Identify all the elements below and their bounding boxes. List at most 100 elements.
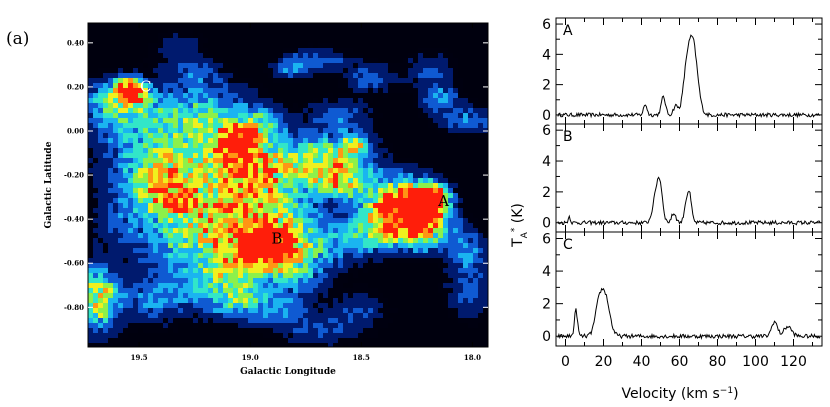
heatmap-cell xyxy=(268,273,273,278)
heatmap-cell xyxy=(88,293,93,298)
heatmap-cell xyxy=(298,273,303,278)
heatmap-cell xyxy=(168,78,173,83)
heatmap-cell xyxy=(233,213,238,218)
heatmap-cell xyxy=(173,83,178,88)
heatmap-cell xyxy=(153,73,158,78)
heatmap-cell xyxy=(343,233,348,238)
heatmap-cell xyxy=(378,293,383,298)
heatmap-cell xyxy=(193,163,198,168)
heatmap-cell xyxy=(333,238,338,243)
heatmap-cell xyxy=(123,278,128,283)
heatmap-cell xyxy=(143,203,148,208)
heatmap-cell xyxy=(418,183,423,188)
heatmap-cell xyxy=(303,338,308,343)
heatmap-cell xyxy=(263,263,268,268)
heatmap-cell xyxy=(383,213,388,218)
heatmap-cell xyxy=(253,243,258,248)
heatmap-cell xyxy=(363,313,368,318)
heatmap-cell xyxy=(198,168,203,173)
heatmap-cell xyxy=(283,198,288,203)
heatmap-cell xyxy=(393,208,398,213)
heatmap-cell xyxy=(103,123,108,128)
heatmap-cell xyxy=(158,283,163,288)
heatmap-cell xyxy=(253,113,258,118)
heatmap-cell xyxy=(288,188,293,193)
heatmap-cell xyxy=(103,73,108,78)
heatmap-cell xyxy=(308,73,313,78)
heatmap-cell xyxy=(403,218,408,223)
heatmap-cell xyxy=(183,58,188,63)
heatmap-cell xyxy=(193,278,198,283)
heatmap-cell xyxy=(128,83,133,88)
heatmap-cell xyxy=(338,318,343,323)
heatmap-cell xyxy=(323,118,328,123)
heatmap-cell xyxy=(238,223,243,228)
heatmap-cell xyxy=(328,238,333,243)
heatmap-cell xyxy=(328,208,333,213)
heatmap-cell xyxy=(153,163,158,168)
heatmap-cell xyxy=(138,313,143,318)
heatmap-cell xyxy=(133,323,138,328)
heatmap-cell xyxy=(363,188,368,193)
heatmap-cell xyxy=(198,93,203,98)
heatmap-cell xyxy=(158,288,163,293)
heatmap-cell xyxy=(343,333,348,338)
heatmap-cell xyxy=(413,218,418,223)
heatmap-cell xyxy=(183,93,188,98)
heatmap-cell xyxy=(223,63,228,68)
heatmap-cell xyxy=(198,78,203,83)
heatmap-cell xyxy=(363,193,368,198)
heatmap-cell xyxy=(283,303,288,308)
spectrum-x-tick-label: 60 xyxy=(671,354,689,370)
heatmap-cell xyxy=(228,183,233,188)
heatmap-cell xyxy=(103,268,108,273)
heatmap-cell xyxy=(293,113,298,118)
heatmap-cell xyxy=(153,203,158,208)
heatmap-cell xyxy=(413,163,418,168)
heatmap-cell xyxy=(218,138,223,143)
heatmap-cell xyxy=(333,118,338,123)
heatmap-cell xyxy=(183,83,188,88)
heatmap-cell xyxy=(423,218,428,223)
heatmap-cell xyxy=(178,83,183,88)
heatmap-cell xyxy=(373,143,378,148)
heatmap-cell xyxy=(173,43,178,48)
heatmap-cell xyxy=(368,258,373,263)
heatmap-cell xyxy=(453,298,458,303)
heatmap-cell xyxy=(363,303,368,308)
heatmap-cell xyxy=(368,123,373,128)
heatmap-cell xyxy=(398,233,403,238)
heatmap-cell xyxy=(178,293,183,298)
heatmap-cell xyxy=(148,218,153,223)
heatmap-cell xyxy=(193,133,198,138)
heatmap-cell xyxy=(313,308,318,313)
heatmap-cell xyxy=(263,223,268,228)
heatmap-cell xyxy=(213,323,218,328)
heatmap-cell xyxy=(208,163,213,168)
heatmap-cell xyxy=(238,98,243,103)
heatmap-cell xyxy=(98,233,103,238)
heatmap-cell xyxy=(363,238,368,243)
heatmap-cell xyxy=(273,188,278,193)
heatmap-cell xyxy=(368,213,373,218)
heatmap-cell xyxy=(273,223,278,228)
heatmap-cell xyxy=(158,133,163,138)
heatmap-cell xyxy=(433,223,438,228)
heatmap-cell xyxy=(233,228,238,233)
heatmap-cell xyxy=(363,318,368,323)
heatmap-cell xyxy=(118,328,123,333)
heatmap-cell xyxy=(213,143,218,148)
heatmap-cell xyxy=(113,338,118,343)
heatmap-cell xyxy=(293,213,298,218)
heatmap-cell xyxy=(353,248,358,253)
heatmap-cell xyxy=(188,98,193,103)
spectrum-panel-label: C xyxy=(563,237,573,253)
heatmap-cell xyxy=(258,98,263,103)
heatmap-cell xyxy=(358,233,363,238)
heatmap-cell xyxy=(463,93,468,98)
heatmap-cell xyxy=(148,318,153,323)
heatmap-cell xyxy=(273,143,278,148)
heatmap-cell xyxy=(203,243,208,248)
heatmap-cell xyxy=(238,288,243,293)
heatmap-cell xyxy=(323,328,328,333)
